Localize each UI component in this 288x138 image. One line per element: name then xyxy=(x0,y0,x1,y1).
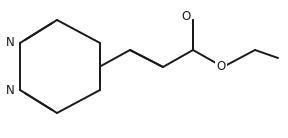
Text: O: O xyxy=(216,60,226,74)
Text: N: N xyxy=(6,83,14,96)
Text: O: O xyxy=(181,10,191,23)
Text: N: N xyxy=(6,36,14,50)
